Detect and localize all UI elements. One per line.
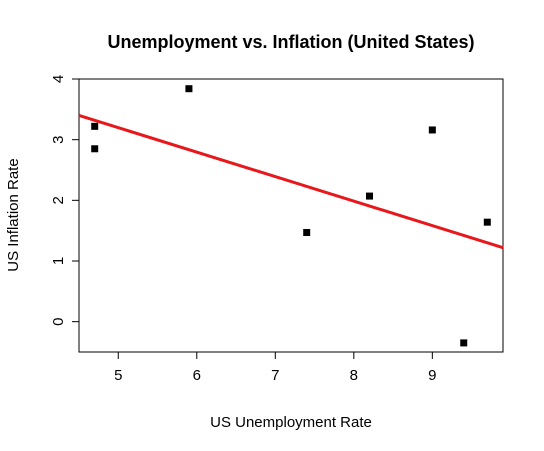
x-tick-label: 8 bbox=[350, 367, 358, 384]
data-point bbox=[185, 85, 193, 93]
plot-area bbox=[78, 78, 504, 353]
x-tick-label: 9 bbox=[428, 367, 436, 384]
data-point bbox=[460, 339, 468, 347]
y-axis-label: US Inflation Rate bbox=[5, 158, 22, 271]
data-point bbox=[366, 192, 374, 200]
data-point bbox=[428, 126, 436, 134]
data-point bbox=[91, 145, 99, 153]
data-point bbox=[483, 218, 491, 226]
y-axis: 0 1 2 3 4 bbox=[50, 75, 80, 326]
chart-title: Unemployment vs. Inflation (United State… bbox=[107, 32, 474, 52]
x-axis: 5 6 7 8 9 bbox=[114, 351, 437, 384]
y-tick-label: 2 bbox=[50, 196, 67, 204]
y-tick-label: 3 bbox=[50, 135, 67, 143]
x-tick-label: 6 bbox=[193, 367, 201, 384]
regression-line bbox=[78, 113, 504, 250]
data-point bbox=[91, 122, 99, 130]
x-axis-label: US Unemployment Rate bbox=[210, 414, 372, 431]
data-point bbox=[303, 228, 311, 236]
y-tick-label: 1 bbox=[50, 257, 67, 265]
x-tick-label: 5 bbox=[114, 367, 122, 384]
y-tick-label: 4 bbox=[50, 75, 67, 83]
data-points bbox=[91, 85, 491, 347]
y-tick-label: 0 bbox=[50, 317, 67, 325]
x-tick-label: 7 bbox=[271, 367, 279, 384]
